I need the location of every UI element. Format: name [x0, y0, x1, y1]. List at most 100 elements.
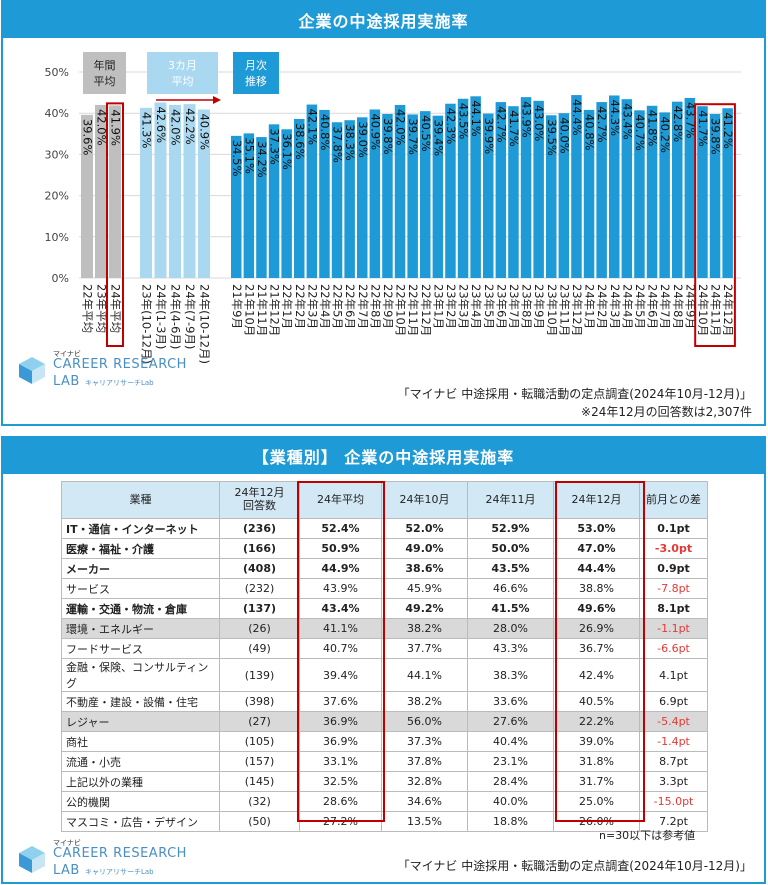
x-tick-label: 22年12月	[419, 284, 433, 336]
bar	[684, 97, 696, 279]
industry-name-cell: サービス	[61, 578, 220, 599]
x-tick-label: 24年平均	[109, 284, 123, 333]
diff-cell: 0.9pt	[639, 558, 708, 579]
diff-cell: 3.3pt	[639, 771, 708, 792]
table-row: IT・通信・インターネット (236) 52.4% 52.0% 52.9% 53.0% 0.…	[61, 518, 708, 539]
dec-24-cell: 36.7%	[553, 638, 640, 659]
bar	[394, 104, 406, 279]
industry-name-cell: 医療・福祉・介護	[61, 538, 220, 559]
bar-value-label: 42.7%	[595, 106, 609, 143]
industry-name-cell: マスコミ・広告・デザイン	[61, 811, 220, 832]
bar	[672, 101, 683, 278]
oct-24-cell: 32.8%	[381, 771, 468, 792]
industry-name-cell: メーカー	[61, 558, 220, 579]
oct-24-cell: 37.7%	[381, 638, 468, 659]
logo-lab-text: LAB	[53, 373, 80, 389]
bar-value-label: 41.3%	[140, 112, 154, 149]
bar-value-label: 40.8%	[583, 114, 597, 151]
group-header-box	[147, 52, 218, 94]
x-tick-label: 24年4月	[620, 284, 634, 329]
bar-value-label: 44.3%	[608, 99, 622, 136]
bar-value-label: 34.5%	[230, 140, 244, 177]
bar	[169, 104, 181, 279]
table-row: 金融・保険、コンサルティング (139) 39.4% 44.1% 38.3% 42.4% 4…	[61, 658, 708, 692]
nov-24-cell: 40.4%	[467, 731, 554, 752]
respondents-cell: (398)	[219, 691, 300, 712]
bar-value-label: 42.6%	[154, 106, 168, 143]
x-tick-label: 23年3月	[457, 284, 471, 329]
logo-mynavi-text: マイナビ	[53, 839, 81, 847]
oct-24-cell: 13.5%	[381, 811, 468, 832]
oct-24-cell: 34.6%	[381, 791, 468, 812]
x-tick-label: 23年平均	[95, 284, 109, 333]
x-tick-label: 23年7月	[507, 284, 521, 329]
table-row: フードサービス (49) 40.7% 37.7% 43.3% 36.7% -6.6pt	[61, 638, 708, 659]
oct-24-cell: 45.9%	[381, 578, 468, 599]
respondents-cell: (139)	[219, 658, 300, 692]
bar-value-label: 42.1%	[305, 109, 319, 146]
bar-value-label: 40.0%	[557, 117, 571, 154]
bar	[722, 108, 733, 278]
nov-24-cell: 52.9%	[467, 518, 554, 539]
x-tick-label: 24年(4-6月)	[169, 284, 183, 349]
bar-value-label: 43.7%	[683, 102, 697, 139]
industry-name-cell: 運輸・交通・物流・倉庫	[61, 598, 220, 619]
logo-sub-text: キャリアリサーチLab	[84, 378, 154, 387]
avg-24-cell: 36.9%	[299, 711, 382, 732]
x-tick-label: 22年1月	[280, 284, 294, 329]
dec-24-cell: 42.4%	[553, 658, 640, 692]
bar	[81, 114, 93, 279]
bar	[533, 100, 544, 278]
diff-cell: -1.4pt	[639, 731, 708, 752]
industry-panel: 【業種別】 企業の中途採用実施率 業種 24年12月 回答数 24年平均 24年10月…	[1, 436, 766, 884]
respondents-cell: (137)	[219, 598, 300, 619]
avg-24-cell: 43.4%	[299, 598, 382, 619]
x-tick-label: 24年(10-12月)	[198, 284, 212, 364]
industry-name-cell: レジャー	[61, 711, 220, 732]
bar-value-label: 37.8%	[331, 126, 345, 163]
respondents-cell: (408)	[219, 558, 300, 579]
x-tick-label: 21年9月	[230, 284, 244, 329]
x-tick-label: 22年6月	[343, 284, 357, 329]
dec-24-cell: 47.0%	[553, 538, 640, 559]
nov-24-cell: 27.6%	[467, 711, 554, 732]
x-tick-label: 23年10月	[545, 284, 559, 336]
table-row: 不動産・建設・設備・住宅 (398) 37.6% 38.2% 33.6% 40.5% 6.9…	[61, 691, 708, 712]
bar-value-label: 42.0%	[394, 109, 408, 146]
bar-value-label: 42.7%	[494, 106, 508, 143]
nov-24-cell: 50.0%	[467, 538, 554, 559]
x-tick-label: 24年1月	[583, 284, 597, 329]
x-tick-label: 23年(10-12月)	[140, 284, 154, 364]
oct-24-cell: 38.6%	[381, 558, 468, 579]
x-tick-label: 24年9月	[683, 284, 697, 329]
oct-24-cell: 49.2%	[381, 598, 468, 619]
nov-24-cell: 28.4%	[467, 771, 554, 792]
industry-name-cell: 金融・保険、コンサルティング	[61, 658, 220, 692]
industry-name-cell: フードサービス	[61, 638, 220, 659]
x-tick-label: 23年1月	[431, 284, 445, 329]
career-research-lab-logo: マイナビ CAREER RESEARCH LAB キャリアリサーチLab	[17, 350, 187, 389]
bar	[369, 109, 381, 278]
y-tick-label: 0%	[52, 272, 69, 285]
group-header-label: 平均	[172, 75, 194, 88]
x-tick-label: 24年3月	[608, 284, 622, 329]
respondents-cell: (105)	[219, 731, 300, 752]
table-row: メーカー (408) 44.9% 38.6% 43.5% 44.4% 0.9pt	[61, 558, 708, 579]
oct-24-cell: 49.0%	[381, 538, 468, 559]
bar	[546, 115, 557, 278]
highlight-24dec-column	[555, 481, 645, 822]
respondents-cell: (166)	[219, 538, 300, 559]
chart-note: ※24年12月の回答数は2,307件	[581, 405, 752, 419]
industry-name-cell: 環境・エネルギー	[61, 618, 220, 639]
x-tick-label: 22年3月	[305, 284, 319, 329]
respondents-cell: (157)	[219, 751, 300, 772]
oct-24-cell: 52.0%	[381, 518, 468, 539]
highlight-box	[694, 103, 736, 347]
group-header-label: 推移	[245, 74, 267, 88]
highlight-24avg-column	[297, 481, 385, 822]
respondents-cell: (145)	[219, 771, 300, 792]
table-row: 運輸・交通・物流・倉庫 (137) 43.4% 49.2% 41.5% 49.6% 8.1p…	[61, 598, 708, 619]
bar	[470, 96, 481, 278]
table-row: 商社 (105) 36.9% 37.3% 40.4% 39.0% -1.4pt	[61, 731, 708, 752]
